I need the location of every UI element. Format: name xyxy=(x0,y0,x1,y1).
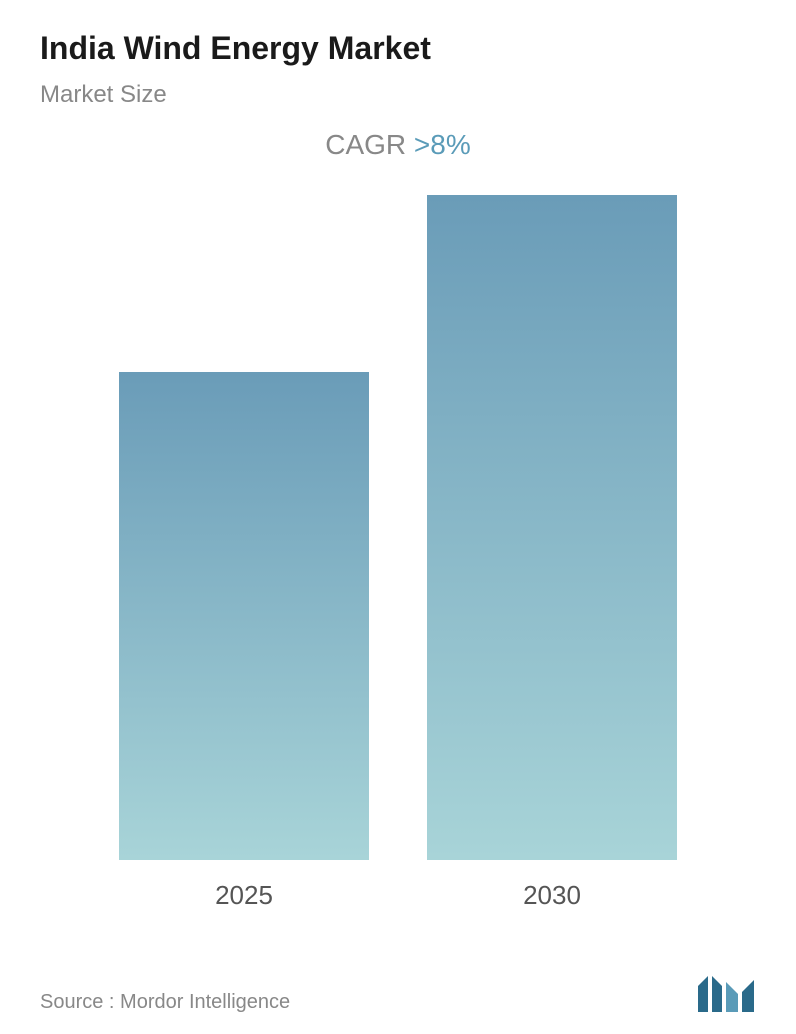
brand-logo-icon xyxy=(696,974,756,1014)
bar-label-2025: 2025 xyxy=(215,880,273,911)
bar-group-2030: 2030 xyxy=(412,195,692,911)
chart-subtitle: Market Size xyxy=(40,81,756,109)
source-attribution: Source : Mordor Intelligence xyxy=(40,991,290,1014)
cagr-display: CAGR >8% xyxy=(40,129,756,161)
bar-2030 xyxy=(427,195,677,860)
chart-footer: Source : Mordor Intelligence xyxy=(40,974,756,1014)
chart-title: India Wind Energy Market xyxy=(40,30,756,67)
cagr-value: >8% xyxy=(414,129,471,160)
bar-group-2025: 2025 xyxy=(104,372,384,911)
bar-2025 xyxy=(119,372,369,860)
chart-area: 2025 2030 xyxy=(40,191,756,911)
chart-container: India Wind Energy Market Market Size CAG… xyxy=(0,0,796,1034)
cagr-label: CAGR xyxy=(325,129,414,160)
bar-label-2030: 2030 xyxy=(523,880,581,911)
